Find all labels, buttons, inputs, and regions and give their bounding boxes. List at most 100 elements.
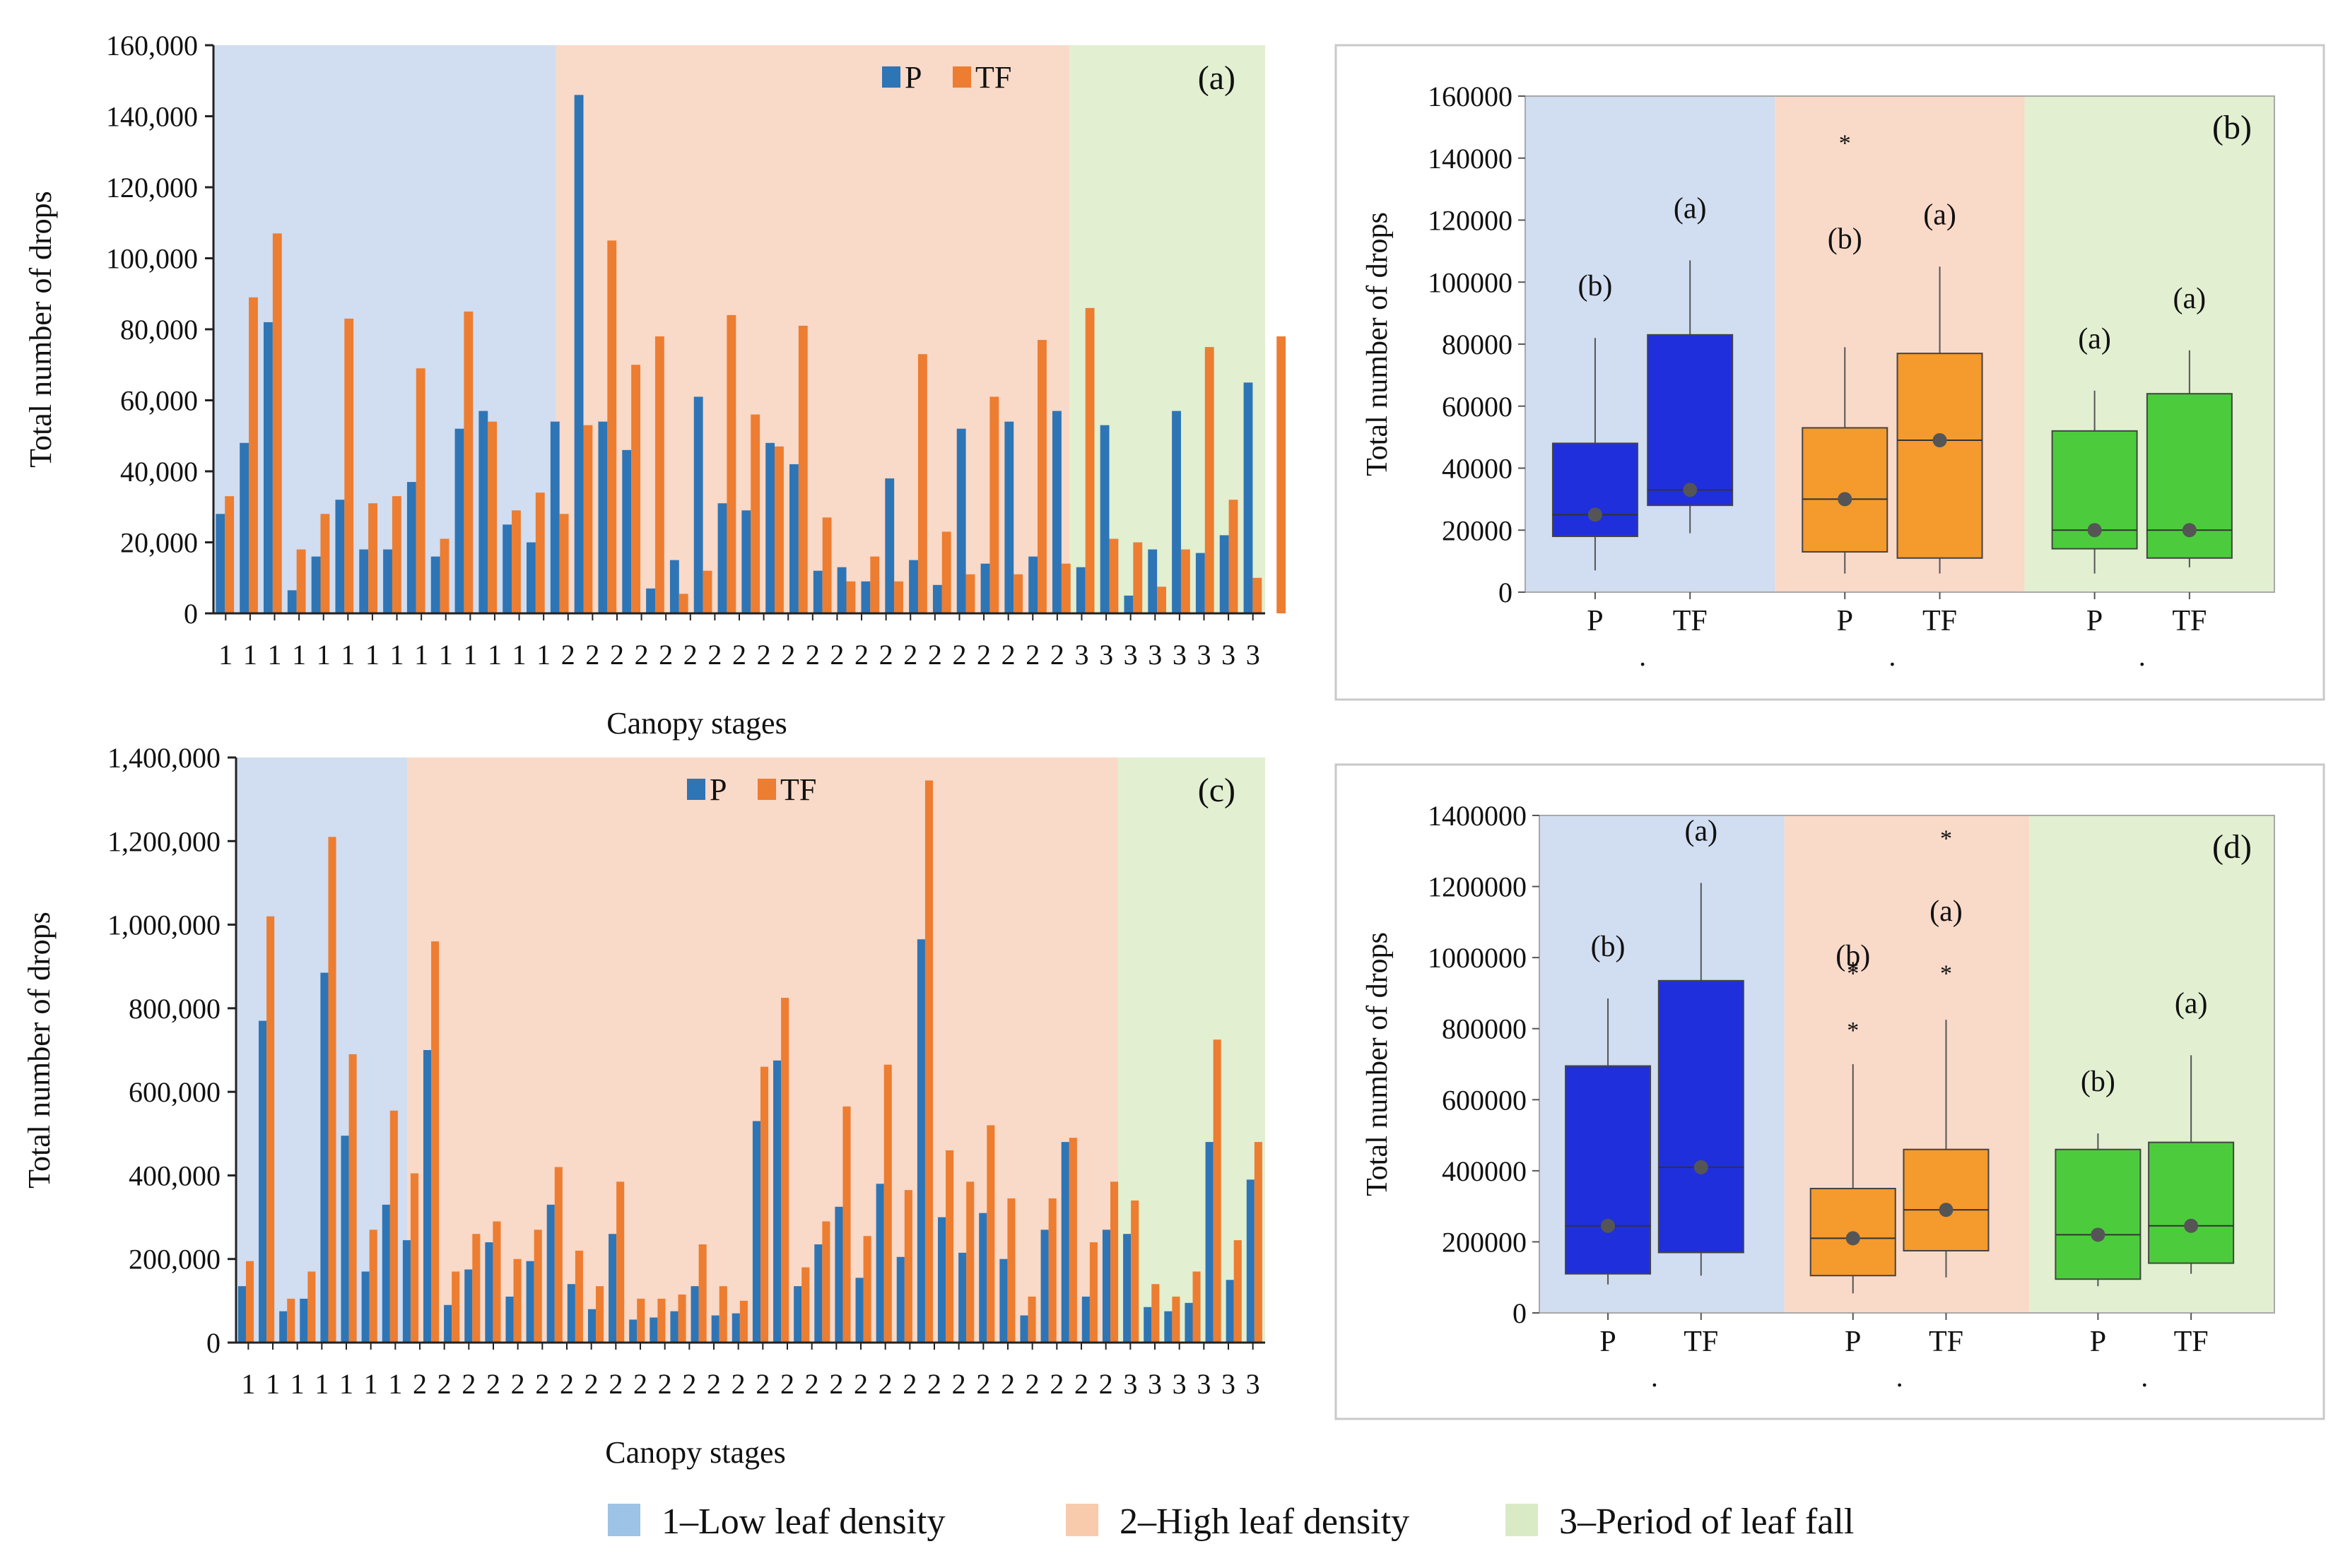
x-tick-label: 1 xyxy=(315,1368,329,1400)
p-bar xyxy=(765,442,775,613)
x-tick-label: P xyxy=(1845,1326,1861,1358)
tf-bar xyxy=(287,1298,295,1343)
y-tick-label: 60000 xyxy=(1442,391,1512,423)
x-tick-label: 2 xyxy=(1050,639,1064,671)
x-tick-label: 1 xyxy=(439,639,453,671)
x-tick-label: 3 xyxy=(1197,639,1211,671)
p-bar xyxy=(773,1060,782,1343)
legend-p-label: P xyxy=(710,772,727,807)
tf-bar xyxy=(966,1181,975,1343)
outlier-marker: * xyxy=(1839,130,1851,156)
x-tick-label: 3 xyxy=(1246,1368,1260,1400)
p-bar xyxy=(1124,595,1134,613)
bottom-legend: 1–Low leaf density 2–High leaf density 3–P… xyxy=(608,1502,1854,1542)
p-bar xyxy=(382,1204,390,1343)
tf-bar xyxy=(1228,500,1238,613)
x-tick-label: TF xyxy=(2172,605,2207,637)
significance-letter: (a) xyxy=(2175,987,2208,1020)
p-bar xyxy=(609,1234,617,1343)
tf-bar xyxy=(924,780,934,1343)
x-tick-label: 1 xyxy=(241,1368,255,1400)
p-bar xyxy=(669,560,679,613)
tf-bar xyxy=(1061,563,1071,613)
p-bar xyxy=(958,1252,967,1343)
p-bar xyxy=(1172,411,1181,613)
x-tick-label: 2 xyxy=(757,639,771,671)
p-bar xyxy=(670,1311,679,1343)
p-bar xyxy=(485,1242,493,1343)
tf-bar xyxy=(631,365,640,613)
x-tick-label: TF xyxy=(2174,1326,2209,1358)
legend-tf-swatch xyxy=(953,66,971,88)
tf-bar xyxy=(727,314,736,613)
y-tick-label: 1000000 xyxy=(1428,942,1527,974)
tf-bar xyxy=(272,233,282,613)
x-tick-label: 2 xyxy=(805,1368,819,1400)
p-bar xyxy=(1123,1234,1132,1343)
tf-bar xyxy=(344,318,354,613)
p-bar xyxy=(1226,1280,1234,1343)
x-tick-label: 2 xyxy=(437,1368,452,1400)
x-tick-label: 1 xyxy=(388,1368,402,1400)
x-tick-label: 3 xyxy=(1173,1368,1187,1400)
x-tick-label: 2 xyxy=(732,639,746,671)
significance-letter: (a) xyxy=(1684,815,1717,848)
p-bar xyxy=(1205,1142,1214,1343)
x-tick-label: 2 xyxy=(1001,639,1016,671)
p-bar xyxy=(341,1136,349,1343)
group-dot: . xyxy=(1639,640,1646,672)
tf-bar xyxy=(1151,1284,1160,1343)
y-tick-label: 120000 xyxy=(1428,205,1512,237)
plot-border xyxy=(1539,815,2275,1314)
p-bar xyxy=(917,939,925,1343)
tf-bar xyxy=(488,421,498,613)
x-tick-label: 2 xyxy=(854,639,869,671)
group-dot: . xyxy=(2139,640,2146,672)
x-tick-label: 1 xyxy=(512,639,527,671)
panel-label: (c) xyxy=(1198,772,1235,809)
y-tick-label: 0 xyxy=(206,1327,221,1359)
x-tick-label: 1 xyxy=(290,1368,305,1400)
x-tick-label: 1 xyxy=(243,639,257,671)
mean-marker xyxy=(1845,1231,1860,1246)
x-tick-label: 2 xyxy=(635,639,649,671)
box-tf xyxy=(1657,979,1744,1254)
x-tick-label: 3 xyxy=(1221,1368,1235,1400)
mean-marker xyxy=(1693,1160,1708,1174)
x-tick-label: 1 xyxy=(536,639,551,671)
y-tick-label: 600,000 xyxy=(129,1076,221,1108)
p-bar xyxy=(861,581,871,613)
p-bar xyxy=(311,556,321,613)
x-tick-label: 1 xyxy=(414,639,428,671)
significance-letter: (a) xyxy=(1923,199,1956,231)
legend-p-swatch xyxy=(687,779,705,800)
significance-letter: (b) xyxy=(1835,940,1870,972)
tf-bar xyxy=(751,414,760,613)
outlier-marker: * xyxy=(1940,961,1952,987)
y-tick-label: 160000 xyxy=(1428,81,1512,112)
p-bar xyxy=(937,1217,946,1343)
y-tick-label: 100000 xyxy=(1428,266,1512,298)
x-tick-label: 2 xyxy=(977,639,991,671)
tf-bar xyxy=(637,1298,645,1343)
tf-bar xyxy=(1089,1242,1098,1343)
mean-marker xyxy=(2184,1218,2199,1233)
group-dot: . xyxy=(2141,1361,2148,1393)
tf-bar xyxy=(1276,336,1286,613)
p-bar xyxy=(1243,382,1253,613)
x-tick-label: 2 xyxy=(1001,1368,1015,1400)
tf-bar xyxy=(1048,1198,1057,1343)
x-tick-label: 2 xyxy=(732,1368,746,1400)
x-tick-label: TF xyxy=(1673,605,1708,637)
p-bar xyxy=(1148,549,1158,613)
p-bar xyxy=(1246,1179,1255,1343)
p-bar xyxy=(1052,411,1062,613)
p-bar xyxy=(693,396,703,613)
tf-bar xyxy=(781,998,789,1343)
panel-c-bar-chart: 0 200,000 400,000 600,000 800,000 1,000,000 1,… xyxy=(22,742,1265,1470)
tf-bar xyxy=(1157,586,1166,613)
tf-bar xyxy=(431,941,440,1343)
tf-bar xyxy=(410,1173,419,1343)
p-bar xyxy=(794,1286,802,1343)
x-tick-label: 2 xyxy=(781,639,795,671)
